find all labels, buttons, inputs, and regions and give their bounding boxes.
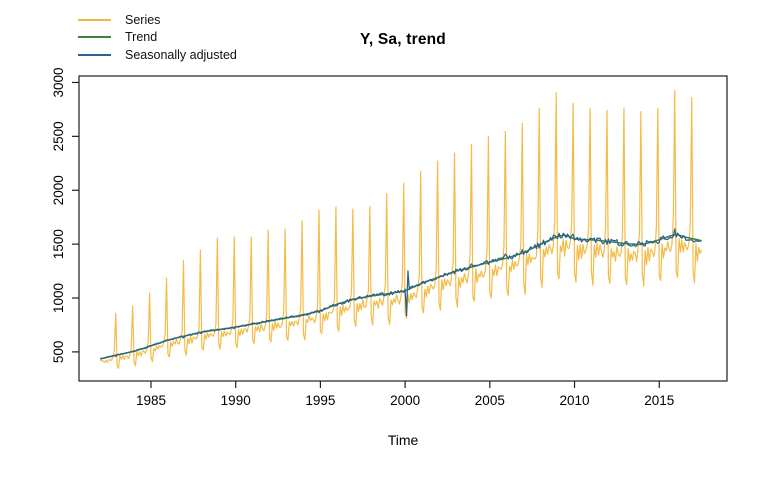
y-tick-label: 1000 bbox=[51, 283, 66, 313]
y-tick-label: 2500 bbox=[51, 121, 66, 151]
seasonally-adjusted-line bbox=[100, 228, 702, 360]
legend-item-series: Series bbox=[78, 11, 237, 29]
series-line bbox=[99, 89, 703, 369]
trend-line-swatch bbox=[78, 36, 111, 39]
x-tick-label: 2000 bbox=[390, 393, 420, 408]
x-tick-label: 1995 bbox=[305, 393, 335, 408]
seasonally-adjusted-line-swatch bbox=[78, 53, 111, 56]
x-axis-label: Time bbox=[387, 432, 419, 448]
x-tick-label: 1990 bbox=[221, 393, 251, 408]
y-tick-label: 1500 bbox=[51, 229, 66, 259]
series-line-swatch bbox=[78, 18, 111, 21]
x-tick-label: 1985 bbox=[136, 393, 166, 408]
plot-frame bbox=[78, 75, 728, 382]
legend-label-seasonally-adjusted: Seasonally adjusted bbox=[125, 47, 237, 62]
y-tick-label: 500 bbox=[51, 341, 66, 364]
y-tick-label: 2000 bbox=[51, 175, 66, 205]
chart-title: Y, Sa, trend bbox=[360, 31, 446, 48]
x-tick-label: 2015 bbox=[644, 393, 674, 408]
legend-label-trend: Trend bbox=[125, 30, 158, 45]
x-tick-label: 2010 bbox=[560, 393, 590, 408]
y-tick-label: 3000 bbox=[51, 67, 66, 97]
legend-item-trend: Trend bbox=[78, 29, 237, 47]
legend-item-seasonally-adjusted: Seasonally adjusted bbox=[78, 46, 237, 64]
x-tick-label: 2005 bbox=[475, 393, 505, 408]
legend-label-series: Series bbox=[125, 12, 161, 27]
legend: Series Trend Seasonally adjusted bbox=[78, 11, 237, 64]
